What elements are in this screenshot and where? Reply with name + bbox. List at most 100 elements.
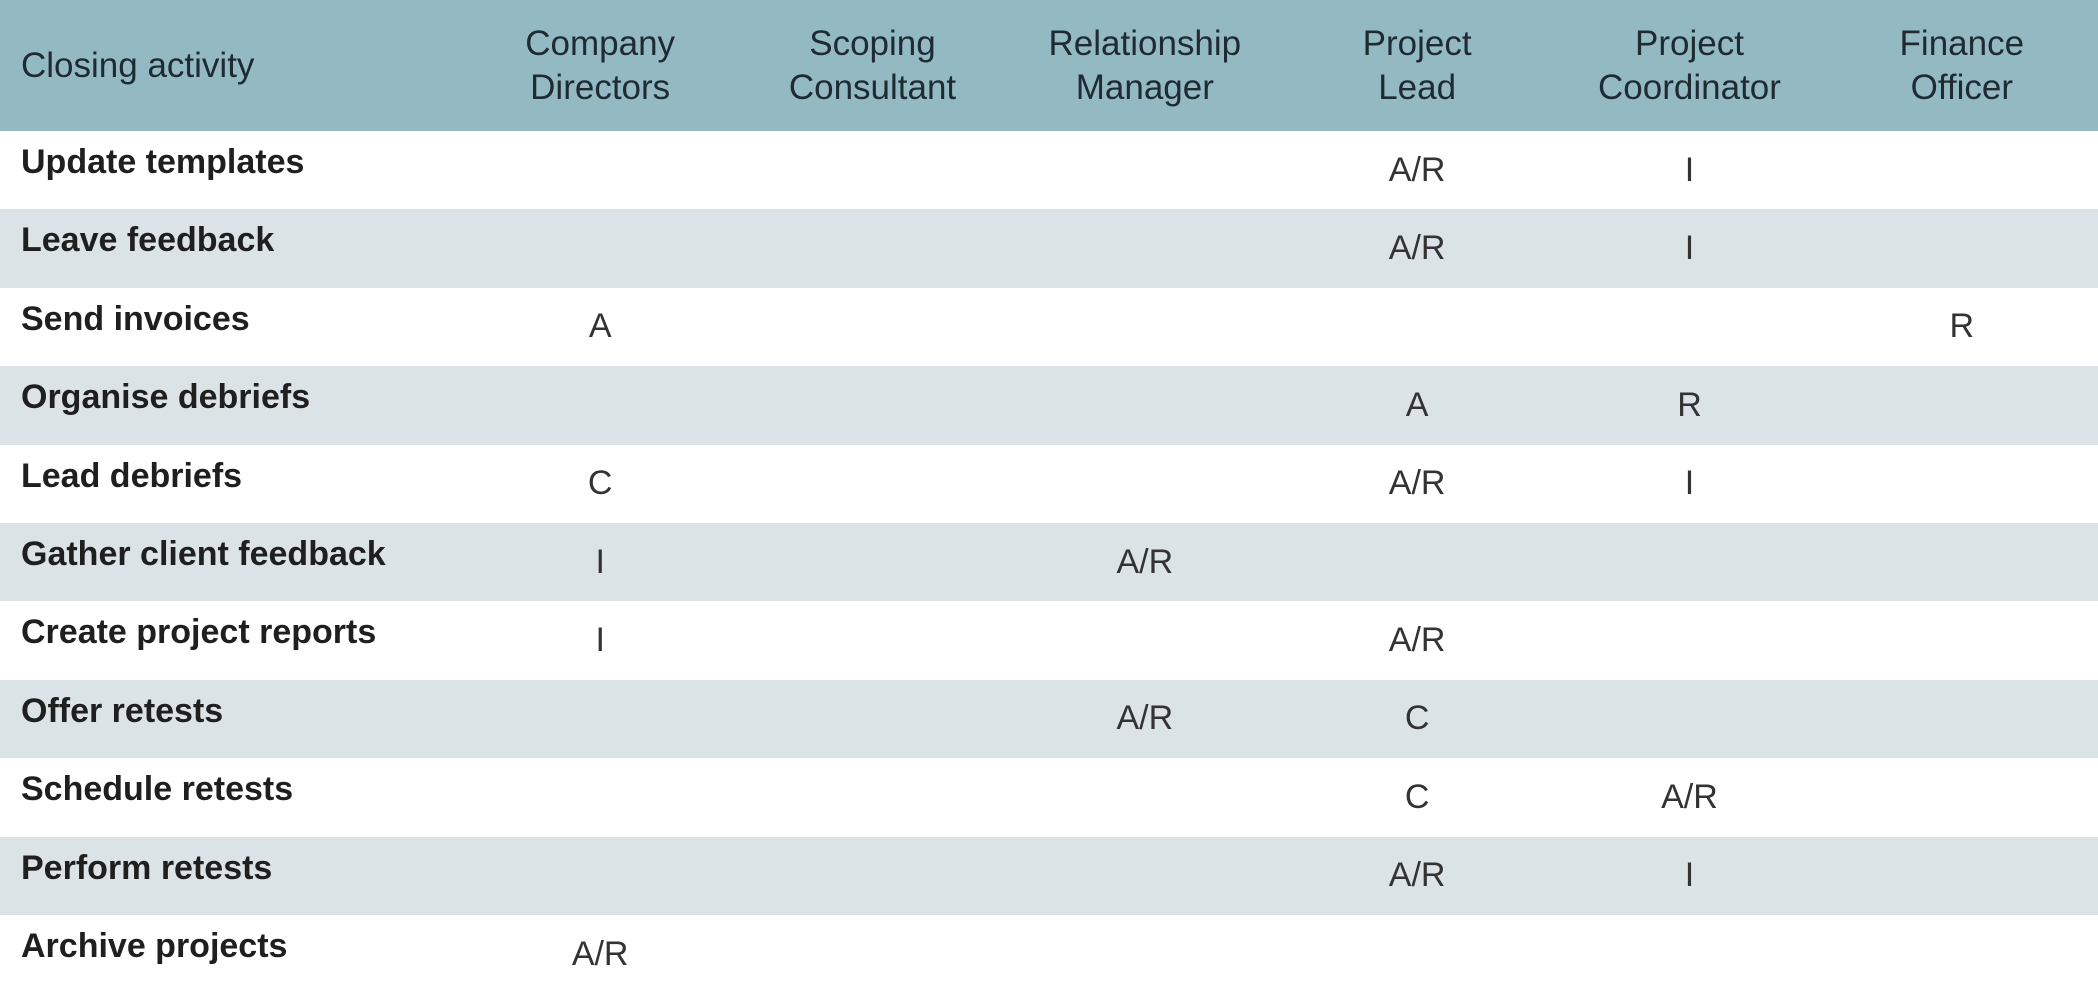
empty-cell xyxy=(1553,288,1825,366)
table-row: Update templates A/R I xyxy=(0,131,2098,209)
raci-cell: I xyxy=(595,621,605,660)
empty-cell xyxy=(736,366,1009,445)
table-row: Offer retests A/R C xyxy=(0,679,2098,759)
header-label: Scoping Consultant xyxy=(788,23,957,107)
header-label: Project Lead xyxy=(1362,23,1472,107)
empty-cell xyxy=(1825,679,2098,759)
empty-cell xyxy=(736,288,1008,366)
empty-cell xyxy=(1825,522,2098,602)
raci-cell: I xyxy=(1553,836,1826,915)
empty-cell xyxy=(1825,366,2098,445)
activity-cell: Leave feedback xyxy=(0,209,464,288)
empty-cell xyxy=(736,679,1009,759)
empty-cell xyxy=(1553,679,1826,759)
empty-cell xyxy=(1826,915,2098,993)
empty-cell xyxy=(736,131,1008,209)
table-row: Gather client feedback I A/R xyxy=(0,522,2098,602)
empty-cell xyxy=(736,209,1009,288)
raci-cell: I xyxy=(1553,209,1826,288)
empty-cell xyxy=(1826,601,2098,679)
empty-cell xyxy=(464,758,736,836)
raci-cell: A/R xyxy=(1280,836,1554,915)
raci-cell: A/R xyxy=(1388,621,1446,660)
raci-cell: I xyxy=(1684,150,1695,189)
empty-cell xyxy=(736,758,1008,836)
raci-cell: A/R xyxy=(1388,464,1446,503)
empty-cell xyxy=(464,366,737,445)
activity-cell: Gather client feedback xyxy=(0,522,464,602)
header-cell: Project Coordinator xyxy=(1553,0,1826,131)
empty-cell xyxy=(736,445,1008,523)
empty-cell xyxy=(1009,758,1281,836)
empty-cell xyxy=(1009,131,1281,209)
empty-cell xyxy=(464,131,736,209)
header-cell: Project Lead xyxy=(1280,0,1554,131)
activity-cell: Perform retests xyxy=(0,836,464,915)
header-cell: Scoping Consultant xyxy=(736,0,1009,131)
empty-cell xyxy=(1826,758,2098,836)
header-label: Finance Officer xyxy=(1899,23,2025,107)
empty-cell xyxy=(1553,522,1826,602)
raci-cell: R xyxy=(1949,307,1975,346)
empty-cell xyxy=(1009,445,1281,523)
empty-cell xyxy=(1553,915,1825,993)
empty-cell xyxy=(736,601,1008,679)
empty-cell xyxy=(1826,131,2098,209)
table-row: Send invoices A R xyxy=(0,288,2098,366)
raci-cell: A xyxy=(1280,366,1554,445)
raci-cell: A xyxy=(588,307,612,346)
empty-cell xyxy=(1009,288,1281,366)
empty-cell xyxy=(1826,445,2098,523)
table-row: Perform retests A/R I xyxy=(0,836,2098,915)
activity-cell: Lead debriefs xyxy=(21,456,243,495)
table-row: Organise debriefs A R xyxy=(0,366,2098,445)
empty-cell xyxy=(464,836,737,915)
raci-cell: I xyxy=(464,522,737,602)
empty-cell xyxy=(1825,836,2098,915)
header-label: Project Coordinator xyxy=(1598,23,1781,107)
empty-cell xyxy=(1008,836,1281,915)
table-row: Lead debriefs C A/R I xyxy=(0,445,2098,523)
raci-cell: A/R xyxy=(1388,150,1446,189)
empty-cell xyxy=(736,836,1009,915)
header-label: Company Directors xyxy=(525,23,676,107)
raci-cell: A/R xyxy=(1008,679,1281,759)
header-row: Closing activity Company Directors Scoping… xyxy=(0,0,2098,131)
empty-cell xyxy=(1553,601,1825,679)
table-row: Leave feedback A/R I xyxy=(0,209,2098,288)
empty-cell xyxy=(736,915,1008,993)
activity-cell: Send invoices xyxy=(21,299,250,338)
raci-cell: I xyxy=(1684,464,1695,503)
empty-cell xyxy=(1009,601,1281,679)
empty-cell xyxy=(1281,915,1553,993)
header-cell: Company Directors xyxy=(464,0,737,131)
raci-cell: A/R xyxy=(1661,777,1718,816)
activity-cell: Organise debriefs xyxy=(0,366,464,445)
empty-cell xyxy=(1008,366,1281,445)
empty-cell xyxy=(1825,209,2098,288)
activity-cell: Update templates xyxy=(21,143,305,181)
empty-cell xyxy=(736,522,1009,602)
empty-cell xyxy=(1281,288,1553,366)
activity-cell: Offer retests xyxy=(0,679,464,759)
raci-cell: A/R xyxy=(1008,522,1281,602)
activity-cell: Schedule retests xyxy=(21,770,294,809)
activity-cell: Create project reports xyxy=(21,613,377,652)
raci-cell: C xyxy=(587,464,613,503)
empty-cell xyxy=(1280,522,1554,602)
header-cell: Finance Officer xyxy=(1825,0,2098,131)
header-cell: Relationship Manager xyxy=(1008,0,1281,131)
raci-cell: R xyxy=(1553,366,1826,445)
header-label: Relationship Manager xyxy=(1048,23,1242,107)
activity-cell: Archive projects xyxy=(21,926,288,965)
header-cell: Closing activity xyxy=(0,0,464,131)
empty-cell xyxy=(1009,915,1281,993)
empty-cell xyxy=(464,209,737,288)
table-row: Create project reports I A/R xyxy=(0,601,2098,679)
table-row: Schedule retests C A/R xyxy=(0,758,2098,836)
empty-cell xyxy=(1008,209,1281,288)
raci-cell: C xyxy=(1280,679,1554,759)
raci-cell: A/R xyxy=(1280,209,1554,288)
